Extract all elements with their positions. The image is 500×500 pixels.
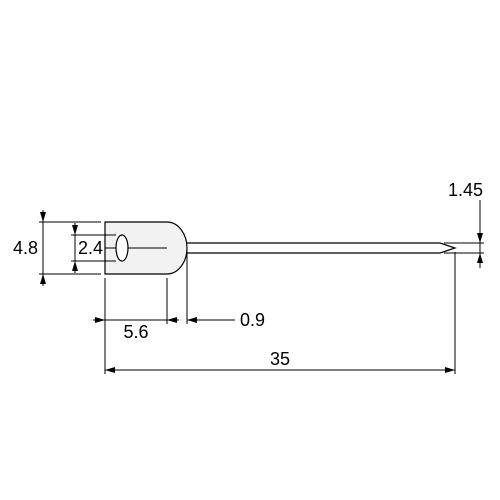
technical-drawing: 4.8 2.4 5.6 0.9 35 1.45 bbox=[0, 0, 500, 500]
mandrel-hole bbox=[116, 235, 128, 261]
dim-35: 35 bbox=[105, 349, 455, 373]
dim-5-6: 5.6 bbox=[93, 317, 179, 342]
dim-35-label: 35 bbox=[270, 349, 290, 369]
dim-4-8-label: 4.8 bbox=[13, 238, 38, 258]
dim-5-6-label: 5.6 bbox=[123, 322, 148, 342]
dim-2-4-label: 2.4 bbox=[78, 238, 103, 258]
dim-0-9-label: 0.9 bbox=[240, 310, 265, 330]
dim-0-9: 0.9 bbox=[187, 310, 265, 330]
shaft bbox=[167, 243, 455, 253]
dim-2-4: 2.4 bbox=[72, 223, 103, 273]
dim-1-45-label: 1.45 bbox=[448, 180, 483, 200]
dim-1-45: 1.45 bbox=[448, 180, 483, 268]
rivet-part bbox=[105, 222, 455, 274]
dim-4-8: 4.8 bbox=[13, 210, 46, 286]
